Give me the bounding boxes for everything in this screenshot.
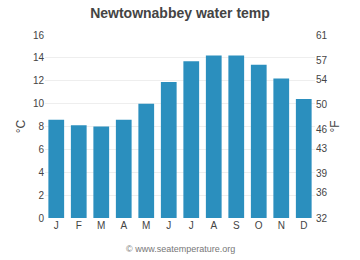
svg-text:0: 0	[38, 213, 44, 224]
svg-text:M: M	[142, 220, 150, 231]
svg-text:54: 54	[316, 74, 328, 85]
svg-text:6: 6	[38, 144, 44, 155]
svg-text:J: J	[54, 220, 59, 231]
svg-text:N: N	[278, 220, 285, 231]
svg-text:© www.seatemperature.org: © www.seatemperature.org	[126, 244, 235, 254]
svg-text:10: 10	[33, 98, 45, 109]
svg-text:A: A	[210, 220, 217, 231]
svg-text:°F: °F	[328, 120, 342, 132]
svg-text:O: O	[255, 220, 263, 231]
svg-text:J: J	[189, 220, 194, 231]
svg-text:32: 32	[316, 213, 328, 224]
svg-text:D: D	[300, 220, 307, 231]
svg-text:A: A	[120, 220, 127, 231]
svg-text:57: 57	[316, 55, 328, 66]
svg-text:F: F	[76, 220, 82, 231]
svg-text:39: 39	[316, 168, 328, 179]
svg-text:Newtownabbey water temp: Newtownabbey water temp	[90, 5, 270, 21]
svg-text:°C: °C	[14, 119, 28, 133]
svg-text:2: 2	[38, 190, 44, 201]
svg-text:36: 36	[316, 187, 328, 198]
svg-text:16: 16	[33, 30, 45, 41]
svg-text:8: 8	[38, 121, 44, 132]
svg-text:J: J	[166, 220, 171, 231]
svg-text:50: 50	[316, 99, 328, 110]
svg-text:S: S	[233, 220, 240, 231]
svg-text:M: M	[97, 220, 105, 231]
svg-text:61: 61	[316, 30, 328, 41]
svg-text:43: 43	[316, 143, 328, 154]
svg-text:12: 12	[33, 75, 45, 86]
svg-text:4: 4	[38, 167, 44, 178]
svg-text:14: 14	[33, 52, 45, 63]
svg-text:46: 46	[316, 124, 328, 135]
